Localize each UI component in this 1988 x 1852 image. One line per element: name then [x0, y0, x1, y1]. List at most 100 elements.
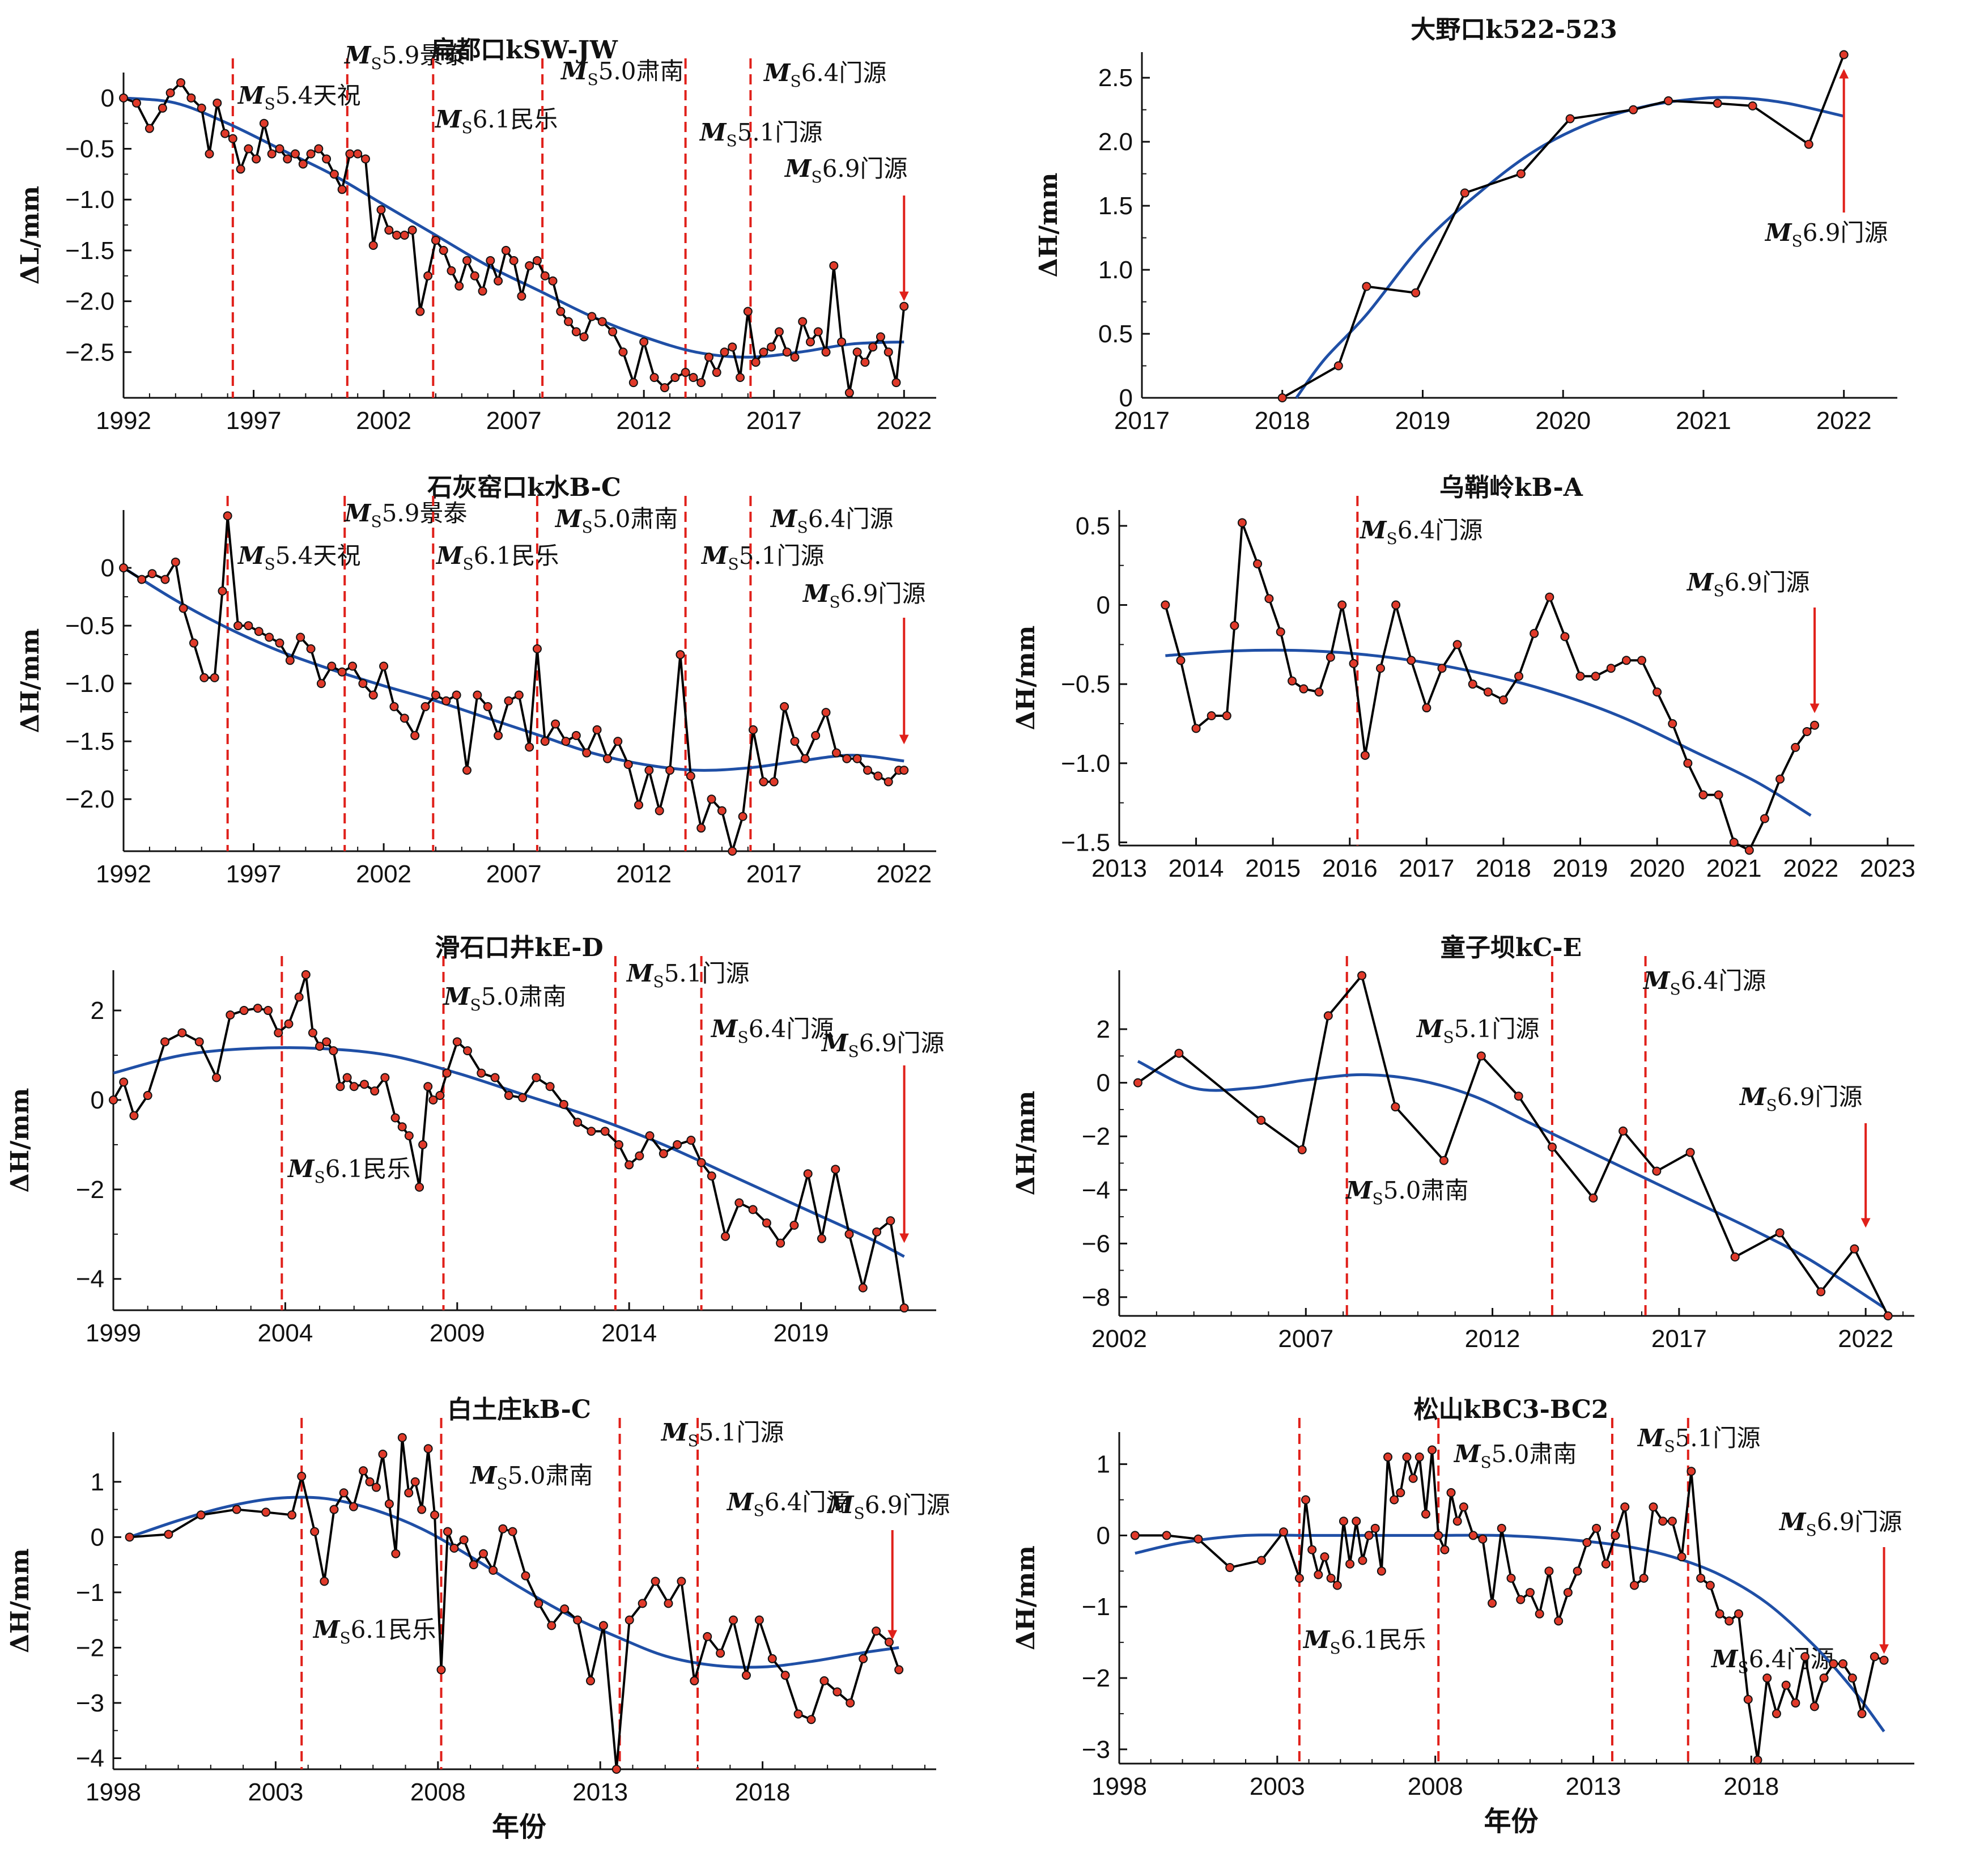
data-point	[876, 332, 885, 342]
data-point	[1323, 1011, 1333, 1021]
data-point	[1637, 656, 1646, 665]
data-point	[579, 332, 589, 342]
target-event-label-text: 6.9门源	[1803, 219, 1888, 247]
data-point	[1294, 1573, 1304, 1583]
data-point	[831, 1165, 840, 1174]
y-tick-label: −0.5	[65, 135, 114, 163]
event-label: MS5.0肃南	[443, 983, 566, 1014]
data-point	[842, 754, 852, 763]
data-point	[1705, 1581, 1715, 1590]
y-tick-label: −2	[1082, 1664, 1110, 1692]
data-point	[721, 1231, 730, 1241]
y-tick-label: −6	[1082, 1230, 1110, 1258]
data-point	[488, 1565, 498, 1575]
data-point	[327, 661, 337, 671]
x-tick-label: 2013	[1566, 1773, 1621, 1800]
data-point	[645, 1131, 655, 1141]
data-point	[551, 719, 560, 729]
data-point	[1133, 1078, 1142, 1088]
data-point	[477, 1068, 486, 1078]
x-tick-label: 2012	[1465, 1325, 1520, 1353]
data-point	[1452, 640, 1462, 649]
data-point	[306, 644, 316, 653]
data-point	[483, 702, 492, 711]
data-point	[899, 1303, 909, 1313]
x-tick-label: 2012	[616, 860, 672, 888]
x-tick-label: 2017	[1114, 407, 1170, 435]
event-label: MS5.4天祝	[237, 542, 360, 574]
data-point	[1498, 695, 1508, 705]
panel-title: 白土庄kB-C	[447, 1395, 591, 1424]
data-point	[1582, 1538, 1592, 1547]
data-point	[790, 737, 800, 746]
data-point	[348, 661, 357, 671]
event-label: MS6.4门源	[1710, 1645, 1834, 1677]
event-label-text: 6.4门源	[764, 1488, 850, 1516]
target-event-label: MS6.9门源	[1764, 219, 1888, 250]
data-point	[1857, 1709, 1867, 1718]
data-point	[639, 337, 649, 347]
data-point	[696, 823, 706, 833]
data-point	[179, 604, 188, 613]
event-label: MS6.1民乐	[312, 1616, 436, 1647]
data-point	[518, 1093, 528, 1102]
data-point	[397, 1122, 407, 1132]
data-point	[1440, 1545, 1450, 1554]
data-point	[707, 1171, 716, 1181]
fit-curve	[1135, 1533, 1885, 1732]
data-point	[1264, 594, 1274, 604]
y-tick-label: 0	[1097, 592, 1110, 619]
data-point	[1621, 656, 1631, 665]
data-point	[741, 1671, 751, 1680]
y-tick-label: 0.5	[1076, 512, 1110, 540]
data-point	[655, 806, 664, 815]
target-event-label-text: 6.9门源	[840, 580, 926, 608]
data-point	[1358, 1556, 1367, 1565]
event-label: MS5.1门源	[1416, 1015, 1539, 1047]
data-point	[285, 656, 295, 665]
y-tick-label: 1.5	[1098, 192, 1133, 220]
x-tick-label: 2021	[1706, 855, 1762, 882]
data-point	[359, 1080, 369, 1089]
data-point	[1677, 1552, 1687, 1562]
data-point	[254, 627, 264, 636]
data-point	[1364, 1531, 1374, 1540]
data-point	[873, 771, 883, 781]
data-point	[1256, 1556, 1266, 1565]
data-point	[329, 169, 339, 179]
data-point	[1452, 1517, 1462, 1526]
y-tick-label: −1.0	[1061, 750, 1110, 778]
x-tick-label: 2022	[1838, 1325, 1893, 1353]
event-label: MS5.1门源	[700, 542, 824, 574]
data-point	[1748, 101, 1757, 111]
data-point	[320, 1577, 329, 1586]
event-label-text: 6.1民乐	[325, 1155, 411, 1183]
data-point	[287, 1510, 297, 1520]
target-event-label: MS6.9门源	[821, 1029, 944, 1061]
data-point	[329, 1046, 338, 1056]
data-point	[210, 673, 219, 682]
y-tick-label: 2.0	[1098, 128, 1133, 156]
data-point	[1297, 1145, 1307, 1154]
data-point	[1191, 724, 1201, 733]
data-point	[244, 621, 253, 631]
data-point	[1357, 971, 1367, 980]
data-point	[423, 271, 433, 281]
data-point	[1560, 632, 1570, 642]
data-point	[751, 358, 761, 367]
x-tick-label: 2002	[1091, 1325, 1147, 1353]
data-point	[547, 1621, 557, 1630]
target-event-label: MS6.9门源	[784, 155, 907, 186]
data-point	[1414, 1452, 1424, 1462]
data-point	[780, 702, 789, 711]
data-point	[1276, 627, 1285, 637]
data-point	[1800, 1652, 1810, 1662]
x-tick-label: 1992	[96, 407, 151, 435]
data-point	[147, 569, 157, 579]
panel-2: 大野口k522-523 0 0.5 1.0 1.5 2.0 2.5 2017 2018 2019 2…	[1034, 15, 1897, 435]
y-axis-label: ΔH/mm	[1012, 1091, 1040, 1196]
data-point	[1468, 1531, 1478, 1540]
event-label-text: 5.0肃南	[598, 57, 684, 85]
data-point	[345, 149, 355, 159]
data-point	[592, 725, 602, 734]
